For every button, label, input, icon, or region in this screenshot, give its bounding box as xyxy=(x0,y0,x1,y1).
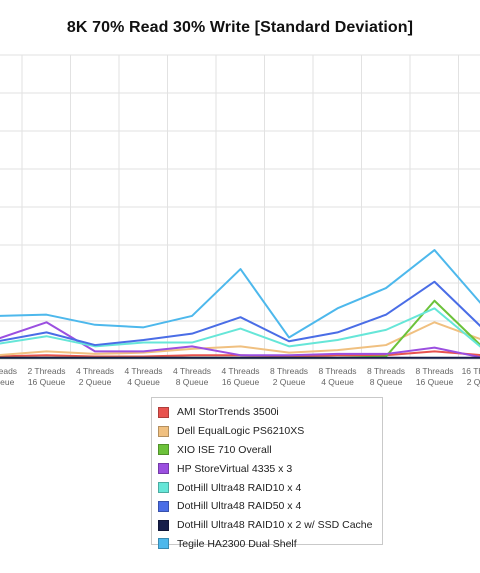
legend-item: XIO ISE 710 Overall xyxy=(152,441,382,460)
series-line xyxy=(0,307,480,348)
x-tick-label: 8 Threads 8 Queue xyxy=(367,366,405,387)
legend-label: DotHill Ultra48 RAID50 x 4 xyxy=(177,500,302,513)
legend-swatch xyxy=(158,425,169,437)
legend-swatch xyxy=(158,463,169,475)
x-tick-label: 8 Threads 4 Queue xyxy=(318,366,356,387)
x-tick-label: 2 Threads 16 Queue xyxy=(27,366,65,387)
chart-legend: AMI StorTrends 3500i Dell EqualLogic PS62… xyxy=(151,397,383,550)
x-tick-label: 4 Threads 2 Queue xyxy=(76,366,114,387)
series-line xyxy=(0,249,480,339)
x-tick-label: 4 Threads 4 Queue xyxy=(124,366,162,387)
legend-label: AMI StorTrends 3500i xyxy=(177,406,279,419)
legend-swatch xyxy=(158,406,169,418)
legend-swatch xyxy=(158,519,169,531)
legend-item: Dell EqualLogic PS6210XS xyxy=(152,422,382,441)
legend-label: XIO ISE 710 Overall xyxy=(177,443,272,456)
legend-swatch xyxy=(158,538,169,550)
chart-grid xyxy=(0,54,480,360)
legend-label: Dell EqualLogic PS6210XS xyxy=(177,425,305,438)
legend-swatch xyxy=(158,444,169,456)
legend-item: AMI StorTrends 3500i xyxy=(152,403,382,422)
legend-item: HP StoreVirtual 4335 x 3 xyxy=(152,459,382,478)
legend-label: Tegile HA2300 Dual Shelf xyxy=(177,537,297,550)
x-tick-label: 8 Threads 16 Queue xyxy=(415,366,453,387)
x-tick-label: 8 Threads 2 Queue xyxy=(270,366,308,387)
legend-label: DotHill Ultra48 RAID10 x 2 w/ SSD Cache xyxy=(177,519,373,532)
x-tick-label: 4 Threads 8 Queue xyxy=(173,366,211,387)
x-tick-label: 4 Threads 16 Queue xyxy=(221,366,259,387)
legend-swatch xyxy=(158,500,169,512)
series-lines xyxy=(0,249,480,359)
legend-label: HP StoreVirtual 4335 x 3 xyxy=(177,462,293,475)
legend-item: DotHill Ultra48 RAID10 x 4 xyxy=(152,478,382,497)
chart-title: 8K 70% Read 30% Write [Standard Deviatio… xyxy=(66,19,414,36)
legend-item: DotHill Ultra48 RAID50 x 4 xyxy=(152,497,382,516)
legend-label: DotHill Ultra48 RAID10 x 4 xyxy=(177,481,302,494)
series-line xyxy=(0,280,480,347)
legend-item: Tegile HA2300 Dual Shelf xyxy=(152,535,382,554)
legend-swatch xyxy=(158,482,169,494)
legend-item: DotHill Ultra48 RAID10 x 2 w/ SSD Cache xyxy=(152,516,382,535)
